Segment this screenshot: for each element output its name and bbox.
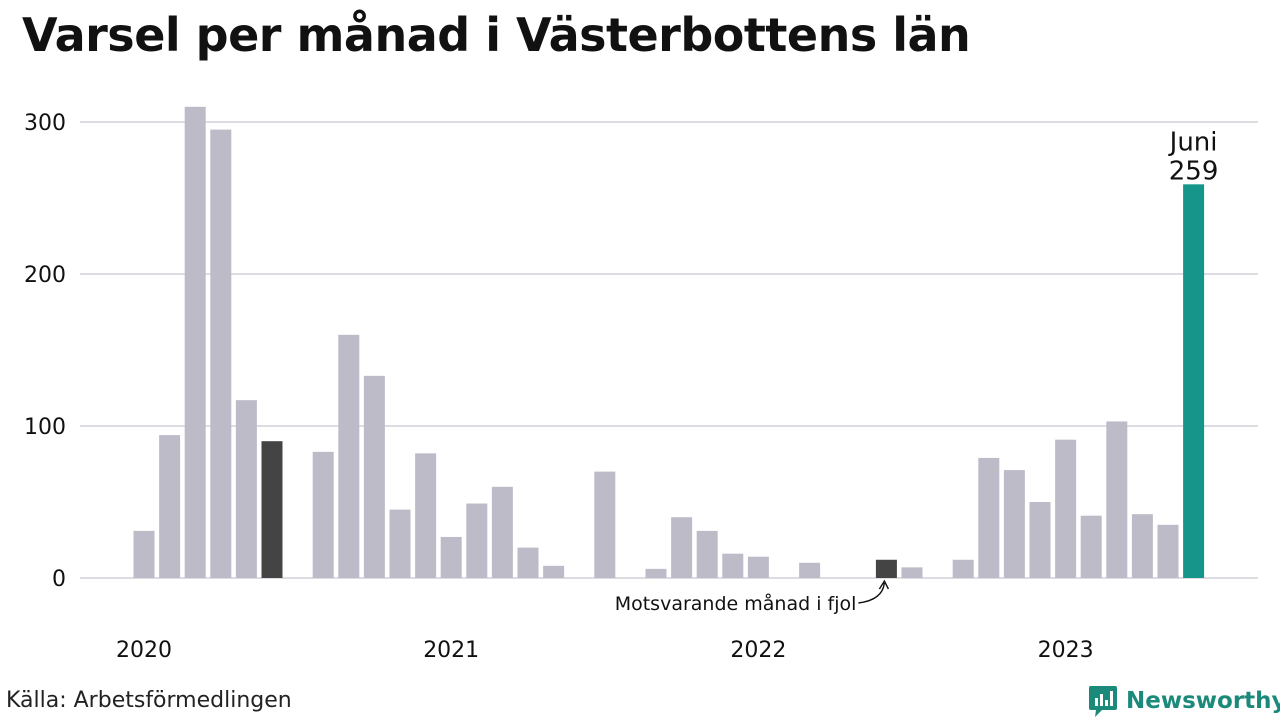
bar [363,375,385,578]
source-note: Källa: Arbetsförmedlingen [6,688,292,713]
highlight-month-label: Juni [1168,127,1218,157]
x-axis-year-labels: 2020 2021 2022 2023 [116,638,1094,663]
y-axis-ticks: 0 100 200 300 [24,111,66,592]
brand-logo: Newsworthy [1088,684,1280,718]
bar [1055,439,1077,578]
annotation-arrowhead [878,579,890,590]
bar [901,567,923,578]
bar [696,530,718,578]
bar [1131,514,1153,578]
chart-title: Varsel per månad i Västerbottens län [22,8,971,62]
bar [210,129,232,578]
annotation-arrow [858,582,886,604]
bar [1003,470,1025,578]
bar [440,536,462,578]
bar [159,435,181,578]
newsworthy-icon [1089,686,1117,717]
y-tick-label: 100 [24,415,66,440]
bar [1029,502,1051,578]
bar [517,547,539,578]
bar [235,400,257,578]
x-tick-label: 2020 [116,638,172,663]
bar [747,556,769,578]
bar [415,453,437,578]
y-tick-label: 200 [24,263,66,288]
bar [952,559,974,578]
x-tick-label: 2022 [730,638,786,663]
bar [978,457,1000,578]
bars [133,106,1205,579]
bar [1157,524,1179,578]
bar [1080,515,1102,578]
bar [389,509,411,578]
bar [312,451,334,578]
y-tick-label: 0 [52,567,66,592]
bar-comparison [875,559,897,578]
bar [594,471,616,578]
bar [466,503,488,578]
bar [338,334,360,578]
bar [543,565,565,578]
bar [184,106,206,579]
bar [133,530,155,578]
bar [722,553,744,578]
highlight-value-label: 259 [1169,156,1219,186]
bar [491,486,513,578]
bar [799,562,821,578]
x-tick-label: 2021 [423,638,479,663]
y-tick-label: 300 [24,111,66,136]
bar [645,568,667,578]
x-tick-label: 2023 [1038,638,1094,663]
bar-comparison [261,441,283,578]
brand-name: Newsworthy [1126,688,1280,714]
bar [1106,421,1128,578]
bar-highlight [1183,184,1205,578]
bar [671,517,693,578]
comparison-annotation: Motsvarande månad i fjol [615,592,857,615]
